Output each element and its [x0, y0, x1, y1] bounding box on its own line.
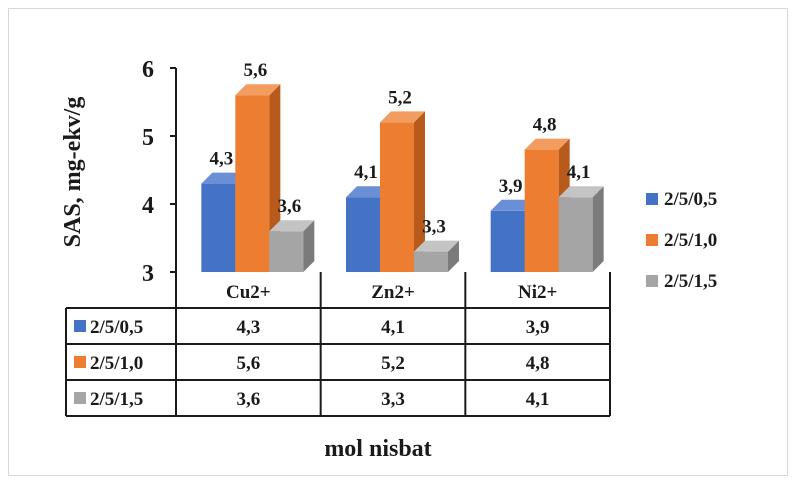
bar-top [490, 199, 536, 211]
bar-top [380, 111, 425, 123]
y-axis-title: SAS, mg-ekv/g [60, 97, 86, 248]
table-cell-value: 4,8 [526, 353, 550, 374]
bar-front [346, 197, 380, 272]
table-cell-value: 5,6 [236, 353, 260, 374]
table-series-name: 2/5/1,5 [90, 389, 143, 410]
bar-side [592, 186, 604, 272]
bar-data-label: 3,9 [499, 176, 523, 197]
table-legend-key [74, 356, 86, 368]
y-tick-label: 4 [142, 193, 154, 219]
bar-data-label: 4,3 [209, 149, 233, 170]
bar-data-label: 4,1 [567, 162, 591, 183]
bar-front [380, 122, 414, 273]
bar-top [201, 172, 247, 184]
bar-front [201, 183, 236, 272]
legend-label: 2/5/0,5 [664, 189, 717, 210]
bar-side [303, 220, 315, 272]
category-label: Zn2+ [371, 282, 415, 303]
table-legend-key [74, 320, 86, 332]
table-cell-value: 5,2 [381, 353, 405, 374]
table-cell-value: 4,1 [381, 317, 405, 338]
y-tick-label: 5 [142, 125, 154, 151]
table-cell-value: 4,1 [526, 389, 550, 410]
table-cell-value: 3,9 [526, 317, 550, 338]
bar-front [269, 231, 304, 272]
y-tick-label: 6 [142, 57, 154, 83]
category-label: Cu2+ [226, 282, 271, 303]
bar-front [490, 210, 525, 272]
bar-top [414, 240, 459, 252]
bar-front [235, 95, 270, 272]
table-series-name: 2/5/0,5 [90, 317, 143, 338]
bar-top [346, 186, 391, 198]
bar-data-label: 4,1 [354, 162, 378, 183]
bar-data-label: 3,3 [422, 217, 446, 238]
bar-front [524, 149, 559, 272]
x-axis-title: mol nisbat [324, 436, 431, 462]
table-cell-value: 3,6 [236, 389, 260, 410]
table-series-name: 2/5/1,0 [90, 353, 143, 374]
bar-top [524, 138, 570, 150]
category-label: Ni2+ [518, 282, 557, 303]
bar-top [558, 186, 604, 198]
bar-top [235, 84, 281, 96]
table-cell-value: 3,3 [381, 389, 405, 410]
bar-data-label: 5,6 [243, 60, 267, 81]
bar-data-label: 5,2 [388, 87, 412, 108]
bar-front [414, 251, 448, 272]
bar-data-label: 3,6 [277, 196, 301, 217]
table-legend-key [74, 392, 86, 404]
bar-side [448, 240, 459, 272]
bar-top [269, 220, 315, 232]
y-tick-label: 3 [142, 261, 154, 287]
bar-side [414, 111, 425, 273]
legend-key [646, 193, 658, 205]
legend-key [646, 234, 658, 246]
bar-front [558, 197, 593, 272]
bar-data-label: 4,8 [533, 115, 557, 136]
legend-label: 2/5/1,5 [664, 271, 717, 292]
legend-label: 2/5/1,0 [664, 230, 717, 251]
legend-key [646, 275, 658, 287]
table-cell-value: 4,3 [236, 317, 260, 338]
